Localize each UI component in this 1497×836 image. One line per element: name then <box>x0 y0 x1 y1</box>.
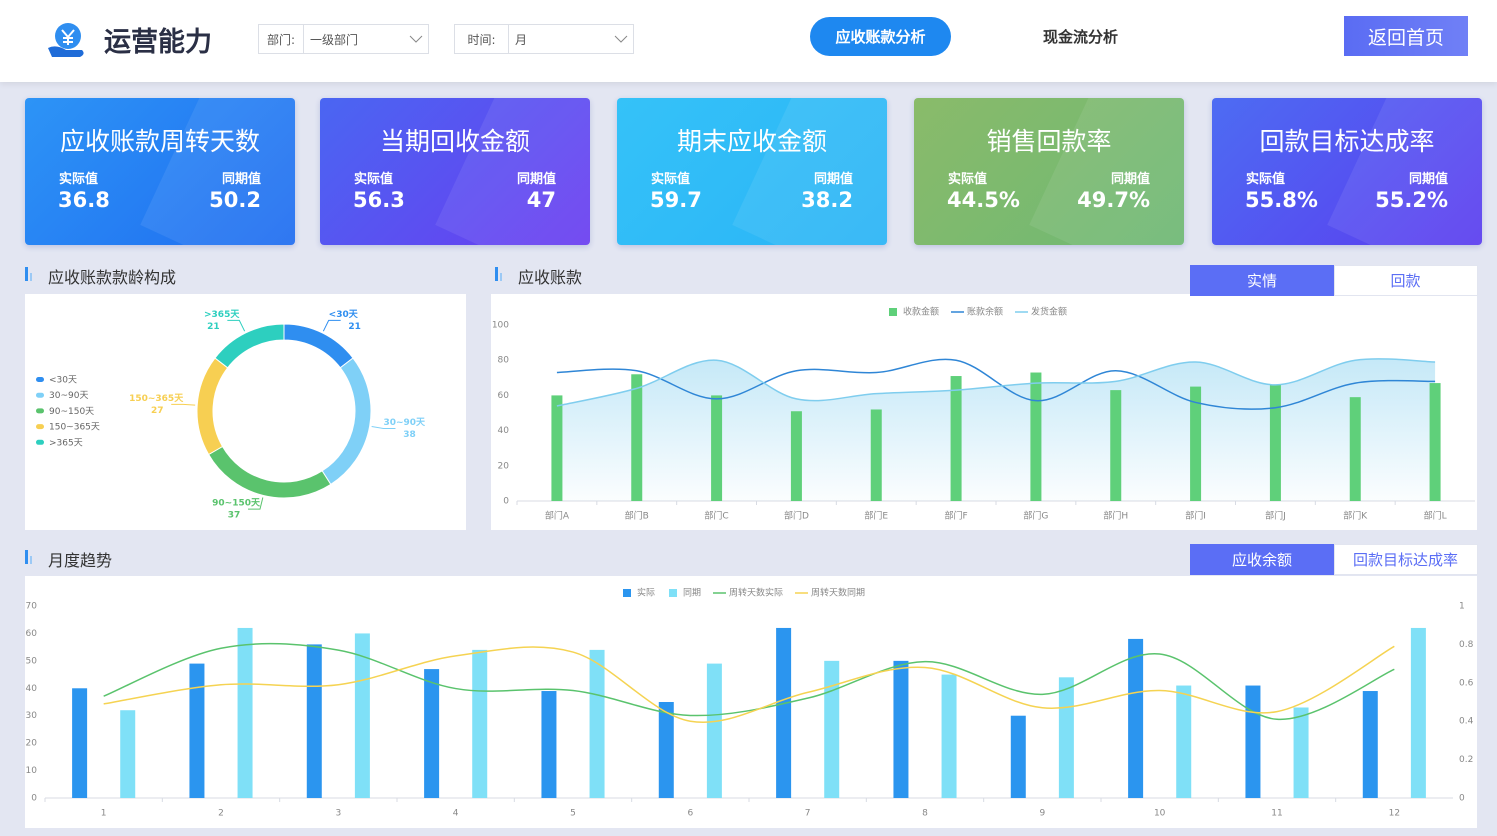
kpi-prior: 49.7% <box>1077 188 1150 212</box>
card-decoration <box>1327 98 1482 245</box>
kpi-prior: 47 <box>526 188 556 212</box>
card-decoration <box>140 98 295 245</box>
panel <box>25 576 1477 828</box>
kpi-actual-label: 实际值 <box>948 172 988 187</box>
kpi-prior-label: 同期值 <box>221 172 261 187</box>
kpi-prior-label: 同期值 <box>516 172 556 187</box>
kpi-actual-label: 实际值 <box>59 172 99 187</box>
dept-label: 部门: <box>259 25 304 53</box>
card-decoration <box>732 98 887 245</box>
time-select[interactable]: 时间: 月 <box>454 24 634 54</box>
kpi-actual: 44.5% <box>947 188 1020 212</box>
kpi-prior-label: 同期值 <box>1408 172 1448 187</box>
panel-title: 应收账款 <box>518 268 583 287</box>
title-marker <box>495 267 498 281</box>
kpi-actual: 56.3 <box>353 188 405 212</box>
toggle-button[interactable]: 实情 <box>1190 265 1334 296</box>
panel-title: 月度趋势 <box>48 551 113 570</box>
dept-value: 一级部门 <box>310 33 359 47</box>
title-marker <box>30 273 32 281</box>
kpi-actual: 55.8% <box>1245 188 1318 212</box>
kpi-actual-label: 实际值 <box>1246 172 1286 187</box>
kpi-title: 销售回款率 <box>986 127 1112 156</box>
kpi-card: 销售回款率实际值 同期值 44.5% 49.7% <box>914 98 1184 245</box>
kpi-card: 期末应收金额实际值 同期值 59.7 38.2 <box>617 98 887 245</box>
tab[interactable]: 现金流分析 <box>1042 28 1118 46</box>
card-decoration <box>1029 98 1184 245</box>
kpi-prior: 50.2 <box>209 188 261 212</box>
card-decoration <box>435 98 590 245</box>
toggle-button[interactable]: 应收余额 <box>1190 544 1334 575</box>
home-button[interactable]: 返回首页 <box>1344 16 1468 56</box>
tab-active[interactable]: 应收账款分析 <box>810 17 951 56</box>
dropdown-arrow <box>409 35 423 43</box>
kpi-card: 回款目标达成率实际值 同期值 55.8% 55.2% <box>1212 98 1482 245</box>
dropdown-arrow <box>614 35 628 43</box>
kpi-prior: 55.2% <box>1375 188 1448 212</box>
panel <box>491 294 1477 530</box>
toggle-button[interactable]: 回款目标达成率 <box>1333 544 1478 575</box>
panel <box>25 294 466 530</box>
kpi-title: 应收账款周转天数 <box>59 127 260 156</box>
title-marker <box>25 267 28 281</box>
app-title: 运营能力 <box>104 27 212 58</box>
kpi-card: 应收账款周转天数实际值 同期值 36.8 50.2 <box>25 98 295 245</box>
header: 运营能力 部门: 一级部门 时间: 月 应收账款分析 现金流分析 返回首页 <box>0 0 1497 82</box>
kpi-prior-label: 同期值 <box>813 172 853 187</box>
kpi-title: 回款目标达成率 <box>1259 127 1435 156</box>
kpi-actual-label: 实际值 <box>354 172 394 187</box>
title-marker <box>500 273 502 281</box>
toggle-button[interactable]: 回款 <box>1333 265 1478 296</box>
time-label: 时间: <box>455 25 509 53</box>
kpi-actual: 36.8 <box>58 188 110 212</box>
dept-select[interactable]: 部门: 一级部门 <box>258 24 429 54</box>
title-marker <box>30 556 32 564</box>
kpi-actual: 59.7 <box>650 188 702 212</box>
kpi-card: 当期回收金额实际值 同期值 56.3 47 <box>320 98 590 245</box>
title-marker <box>25 550 28 564</box>
kpi-title: 当期回收金额 <box>379 127 530 156</box>
time-value: 月 <box>515 33 528 47</box>
panel-title: 应收账款款龄构成 <box>48 268 177 287</box>
kpi-prior: 38.2 <box>801 188 853 212</box>
kpi-actual-label: 实际值 <box>651 172 691 187</box>
kpi-title: 期末应收金额 <box>676 127 827 156</box>
kpi-prior-label: 同期值 <box>1110 172 1150 187</box>
logo-icon <box>48 23 84 57</box>
